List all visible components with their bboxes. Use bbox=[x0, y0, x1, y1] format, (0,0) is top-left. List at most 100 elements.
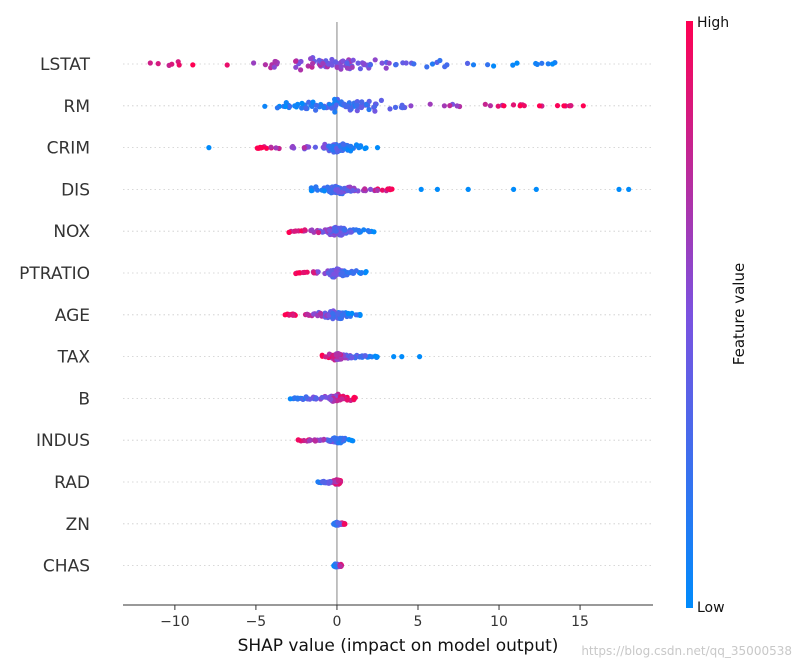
data-point bbox=[429, 61, 436, 67]
data-point bbox=[335, 520, 341, 526]
data-point bbox=[362, 186, 368, 192]
data-point bbox=[417, 354, 423, 360]
data-point bbox=[308, 56, 314, 62]
data-point bbox=[434, 186, 440, 192]
data-point bbox=[510, 102, 517, 108]
data-point bbox=[616, 186, 622, 192]
colorbar-high-label: High bbox=[697, 15, 729, 31]
data-point bbox=[554, 103, 561, 109]
data-point bbox=[306, 144, 312, 150]
feature-label: ZN bbox=[66, 515, 90, 535]
data-point bbox=[393, 61, 399, 68]
data-point bbox=[362, 353, 368, 359]
data-point bbox=[190, 62, 196, 68]
data-point bbox=[341, 101, 347, 107]
data-point bbox=[487, 103, 493, 109]
data-point bbox=[349, 355, 355, 361]
data-point bbox=[327, 396, 334, 403]
data-point bbox=[341, 521, 347, 527]
data-point bbox=[313, 184, 319, 190]
data-point bbox=[403, 60, 409, 66]
data-point bbox=[374, 187, 381, 193]
data-point bbox=[292, 103, 298, 109]
data-point bbox=[271, 64, 277, 70]
data-point bbox=[349, 310, 355, 316]
feature-label: LSTAT bbox=[40, 55, 91, 75]
data-point bbox=[344, 65, 351, 71]
feature-label: AGE bbox=[55, 306, 90, 326]
data-point bbox=[326, 143, 332, 149]
data-point bbox=[482, 101, 488, 107]
data-point bbox=[392, 104, 399, 110]
data-point bbox=[626, 186, 632, 192]
data-point bbox=[331, 271, 337, 277]
data-point bbox=[320, 144, 326, 150]
data-point bbox=[501, 103, 507, 109]
feature-labels: LSTAT RM CRIM DIS NOX PTRATIO AGE TAX B INDUS RAD Z… bbox=[19, 55, 90, 577]
data-point bbox=[340, 141, 347, 147]
feature-label: TAX bbox=[57, 348, 91, 368]
data-point bbox=[319, 479, 326, 485]
data-point bbox=[323, 354, 329, 360]
data-point bbox=[371, 104, 378, 110]
data-point bbox=[333, 352, 339, 358]
data-point bbox=[335, 187, 341, 193]
data-point bbox=[361, 227, 367, 233]
data-point bbox=[333, 228, 339, 234]
data-point bbox=[344, 60, 350, 66]
data-point bbox=[361, 61, 367, 67]
x-tick-label: −10 bbox=[160, 614, 190, 630]
data-point bbox=[206, 145, 212, 151]
data-point bbox=[306, 438, 312, 444]
data-point bbox=[258, 145, 264, 151]
data-point bbox=[379, 60, 385, 66]
data-point bbox=[310, 60, 316, 67]
data-point bbox=[358, 104, 365, 111]
data-point bbox=[282, 103, 288, 110]
data-point bbox=[346, 270, 352, 276]
data-point bbox=[334, 64, 340, 70]
data-point bbox=[348, 229, 354, 235]
data-point bbox=[539, 60, 545, 66]
data-point bbox=[374, 145, 381, 151]
data-point bbox=[337, 563, 343, 569]
data-point bbox=[356, 227, 362, 234]
data-point bbox=[366, 106, 372, 113]
data-point bbox=[274, 105, 280, 111]
data-point bbox=[514, 60, 520, 66]
data-point bbox=[349, 64, 355, 70]
feature-label: RAD bbox=[54, 473, 90, 493]
data-point bbox=[411, 61, 417, 67]
data-point bbox=[282, 312, 288, 318]
data-point bbox=[296, 270, 302, 276]
data-point bbox=[332, 96, 338, 102]
data-point bbox=[348, 106, 354, 112]
data-point bbox=[224, 62, 230, 68]
data-point bbox=[362, 270, 368, 276]
x-tick-label: 10 bbox=[490, 614, 508, 630]
feature-label: RM bbox=[64, 97, 90, 117]
data-point bbox=[399, 354, 405, 360]
x-tick-label: 0 bbox=[332, 614, 341, 630]
data-point bbox=[386, 60, 392, 66]
data-point bbox=[510, 186, 517, 192]
data-point bbox=[408, 103, 414, 109]
data-point bbox=[521, 103, 527, 109]
feature-label: DIS bbox=[61, 180, 90, 200]
data-point bbox=[354, 102, 360, 108]
data-point bbox=[293, 58, 299, 64]
data-point bbox=[332, 109, 338, 115]
data-point bbox=[262, 62, 268, 68]
data-points bbox=[147, 55, 632, 570]
x-tick-label: 5 bbox=[414, 614, 423, 630]
data-point bbox=[348, 437, 355, 443]
data-point bbox=[315, 229, 322, 236]
data-point bbox=[310, 99, 316, 105]
feature-label: NOX bbox=[53, 222, 90, 242]
data-point bbox=[309, 227, 315, 233]
data-point bbox=[357, 66, 363, 72]
data-point bbox=[383, 65, 389, 71]
data-point bbox=[344, 397, 350, 403]
data-point bbox=[294, 395, 300, 402]
data-point bbox=[321, 188, 327, 194]
